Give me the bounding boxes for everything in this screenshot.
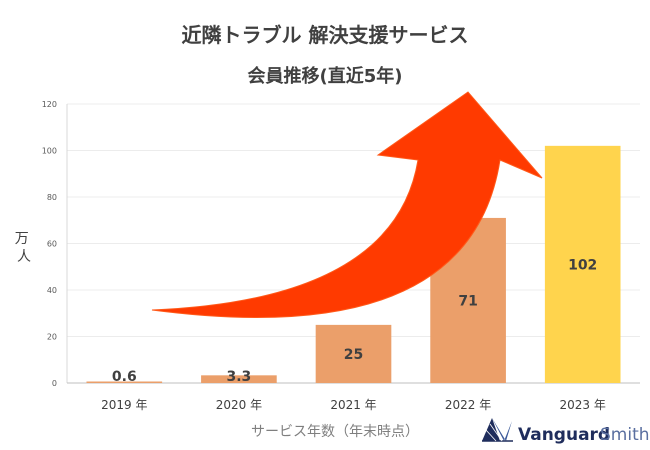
x-tick-label: 2021 年 bbox=[330, 398, 376, 412]
bar bbox=[201, 375, 277, 383]
data-label: 71 bbox=[458, 293, 477, 309]
growth-arrow bbox=[151, 91, 543, 319]
vanguard-smith-logo: Vanguard Smith bbox=[482, 418, 650, 445]
x-axis-label: サービス年数（年末時点） bbox=[251, 424, 419, 440]
x-tick-label: 2020 年 bbox=[216, 398, 262, 412]
x-tick-label: 2023 年 bbox=[560, 398, 606, 412]
bar bbox=[315, 324, 392, 383]
y-tick-label: 0 bbox=[52, 379, 57, 388]
chart-title: 近隣トラブル 解決支援サービス bbox=[182, 23, 469, 47]
y-axis-label: 万 人 bbox=[15, 231, 33, 265]
data-label: 102 bbox=[568, 257, 597, 273]
x-tick-label: 2022 年 bbox=[445, 398, 491, 412]
gridlines bbox=[67, 103, 640, 337]
y-tick-label: 20 bbox=[47, 333, 57, 342]
y-tick-label: 120 bbox=[42, 100, 57, 109]
y-tick-label: 80 bbox=[47, 193, 57, 202]
y-tick-label: 60 bbox=[47, 240, 57, 249]
x-tick-label: 2019 年 bbox=[101, 398, 147, 412]
bar bbox=[544, 145, 621, 383]
data-label: 3.3 bbox=[226, 369, 251, 385]
chart-subtitle: 会員推移(直近5年) bbox=[248, 65, 403, 87]
bars bbox=[86, 145, 621, 383]
y-tick-label: 40 bbox=[47, 286, 57, 295]
logo-mark-icon bbox=[482, 418, 513, 442]
y-axis-ticks: 0 20 40 60 80 100 120 bbox=[42, 100, 57, 388]
data-label: 25 bbox=[344, 347, 363, 363]
logo-brand-main: Vanguard bbox=[518, 425, 610, 445]
logo-brand-sub: Smith bbox=[600, 425, 650, 445]
bar bbox=[86, 381, 163, 383]
data-labels: 0.6 3.3 25 71 102 bbox=[112, 257, 597, 385]
x-axis-categories: 2019 年 2020 年 2021 年 2022 年 2023 年 bbox=[101, 398, 606, 412]
data-label: 0.6 bbox=[112, 369, 137, 385]
y-tick-label: 100 bbox=[42, 147, 57, 156]
